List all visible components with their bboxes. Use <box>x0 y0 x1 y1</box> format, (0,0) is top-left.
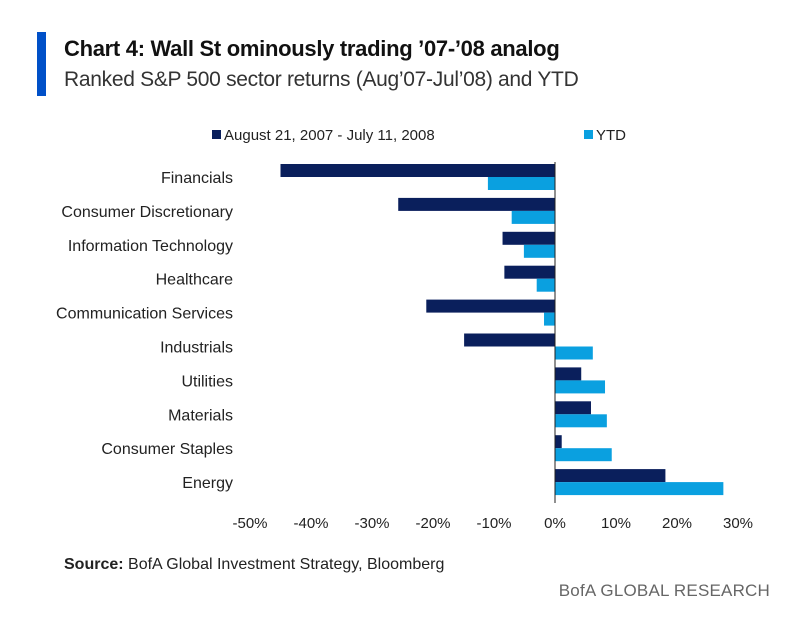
category-label-information-technology: Information Technology <box>68 238 233 255</box>
legend-label-2: YTD <box>596 127 626 144</box>
bar-s1-utilities <box>555 367 582 381</box>
chart-subtitle: Ranked S&P 500 sector returns (Aug’07-Ju… <box>64 68 579 91</box>
category-label-communication-services: Communication Services <box>56 306 233 323</box>
legend: August 21, 2007 - July 11, 2008 YTD <box>212 127 626 144</box>
category-label-utilities: Utilities <box>181 373 233 390</box>
bar-s1-financials <box>280 164 555 177</box>
bar-s2-information-technology <box>523 244 555 258</box>
x-axis-tick-labels: -50% -40% -30% -20% -10% 0% 10% 20% 30% <box>232 515 753 532</box>
bar-s1-consumer-staples <box>555 435 562 449</box>
bar-s2-financials <box>487 177 555 190</box>
bar-s2-consumer-staples <box>555 448 612 462</box>
x-tick-label-8: 20% <box>662 515 692 532</box>
brand-footer: BofA GLOBAL RESEARCH <box>558 581 770 600</box>
x-tick-label-1: -50% <box>232 515 267 532</box>
legend-swatch-1 <box>212 130 221 139</box>
legend-label-1: August 21, 2007 - July 11, 2008 <box>224 127 435 144</box>
bar-s2-energy <box>555 482 724 496</box>
bar-s1-communication-services <box>426 299 555 313</box>
x-tick-label-6: 0% <box>544 515 566 532</box>
bar-s2-industrials <box>555 346 593 360</box>
x-tick-label-9: 30% <box>723 515 753 532</box>
bar-s2-healthcare <box>536 278 555 292</box>
bar-s2-communication-services <box>544 312 555 326</box>
bar-s2-materials <box>555 414 607 428</box>
category-label-energy: Energy <box>182 475 233 492</box>
x-tick-label-2: -40% <box>293 515 328 532</box>
category-labels: Financials Consumer Discretionary Informat… <box>56 170 233 492</box>
category-label-industrials: Industrials <box>160 340 233 357</box>
x-tick-label-7: 10% <box>601 515 631 532</box>
category-label-consumer-staples: Consumer Staples <box>101 441 233 458</box>
bars <box>280 164 724 496</box>
category-label-materials: Materials <box>168 407 233 424</box>
category-label-consumer-discretionary: Consumer Discretionary <box>61 204 233 221</box>
chart-title: Chart 4: Wall St ominously trading ’07-’… <box>64 36 560 61</box>
category-label-healthcare: Healthcare <box>156 272 233 289</box>
x-tick-label-3: -30% <box>354 515 389 532</box>
category-label-financials: Financials <box>161 170 233 187</box>
title-accent-bar <box>37 32 46 96</box>
source-label: Source: <box>64 556 124 573</box>
x-tick-label-5: -10% <box>476 515 511 532</box>
x-tick-label-4: -20% <box>415 515 450 532</box>
bar-s1-industrials <box>464 333 555 347</box>
bar-s1-information-technology <box>502 231 555 245</box>
bar-s2-utilities <box>555 380 606 394</box>
bar-s1-consumer-discretionary <box>398 197 555 211</box>
bar-s1-energy <box>555 469 666 483</box>
legend-swatch-2 <box>584 130 593 139</box>
bar-s1-materials <box>555 401 591 415</box>
source-note: Source: BofA Global Investment Strategy,… <box>64 556 444 574</box>
bar-s2-consumer-discretionary <box>511 210 555 224</box>
bar-s1-healthcare <box>504 265 555 279</box>
source-text: BofA Global Investment Strategy, Bloombe… <box>123 556 445 573</box>
